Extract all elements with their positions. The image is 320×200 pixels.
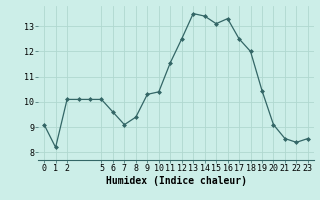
X-axis label: Humidex (Indice chaleur): Humidex (Indice chaleur): [106, 176, 246, 186]
